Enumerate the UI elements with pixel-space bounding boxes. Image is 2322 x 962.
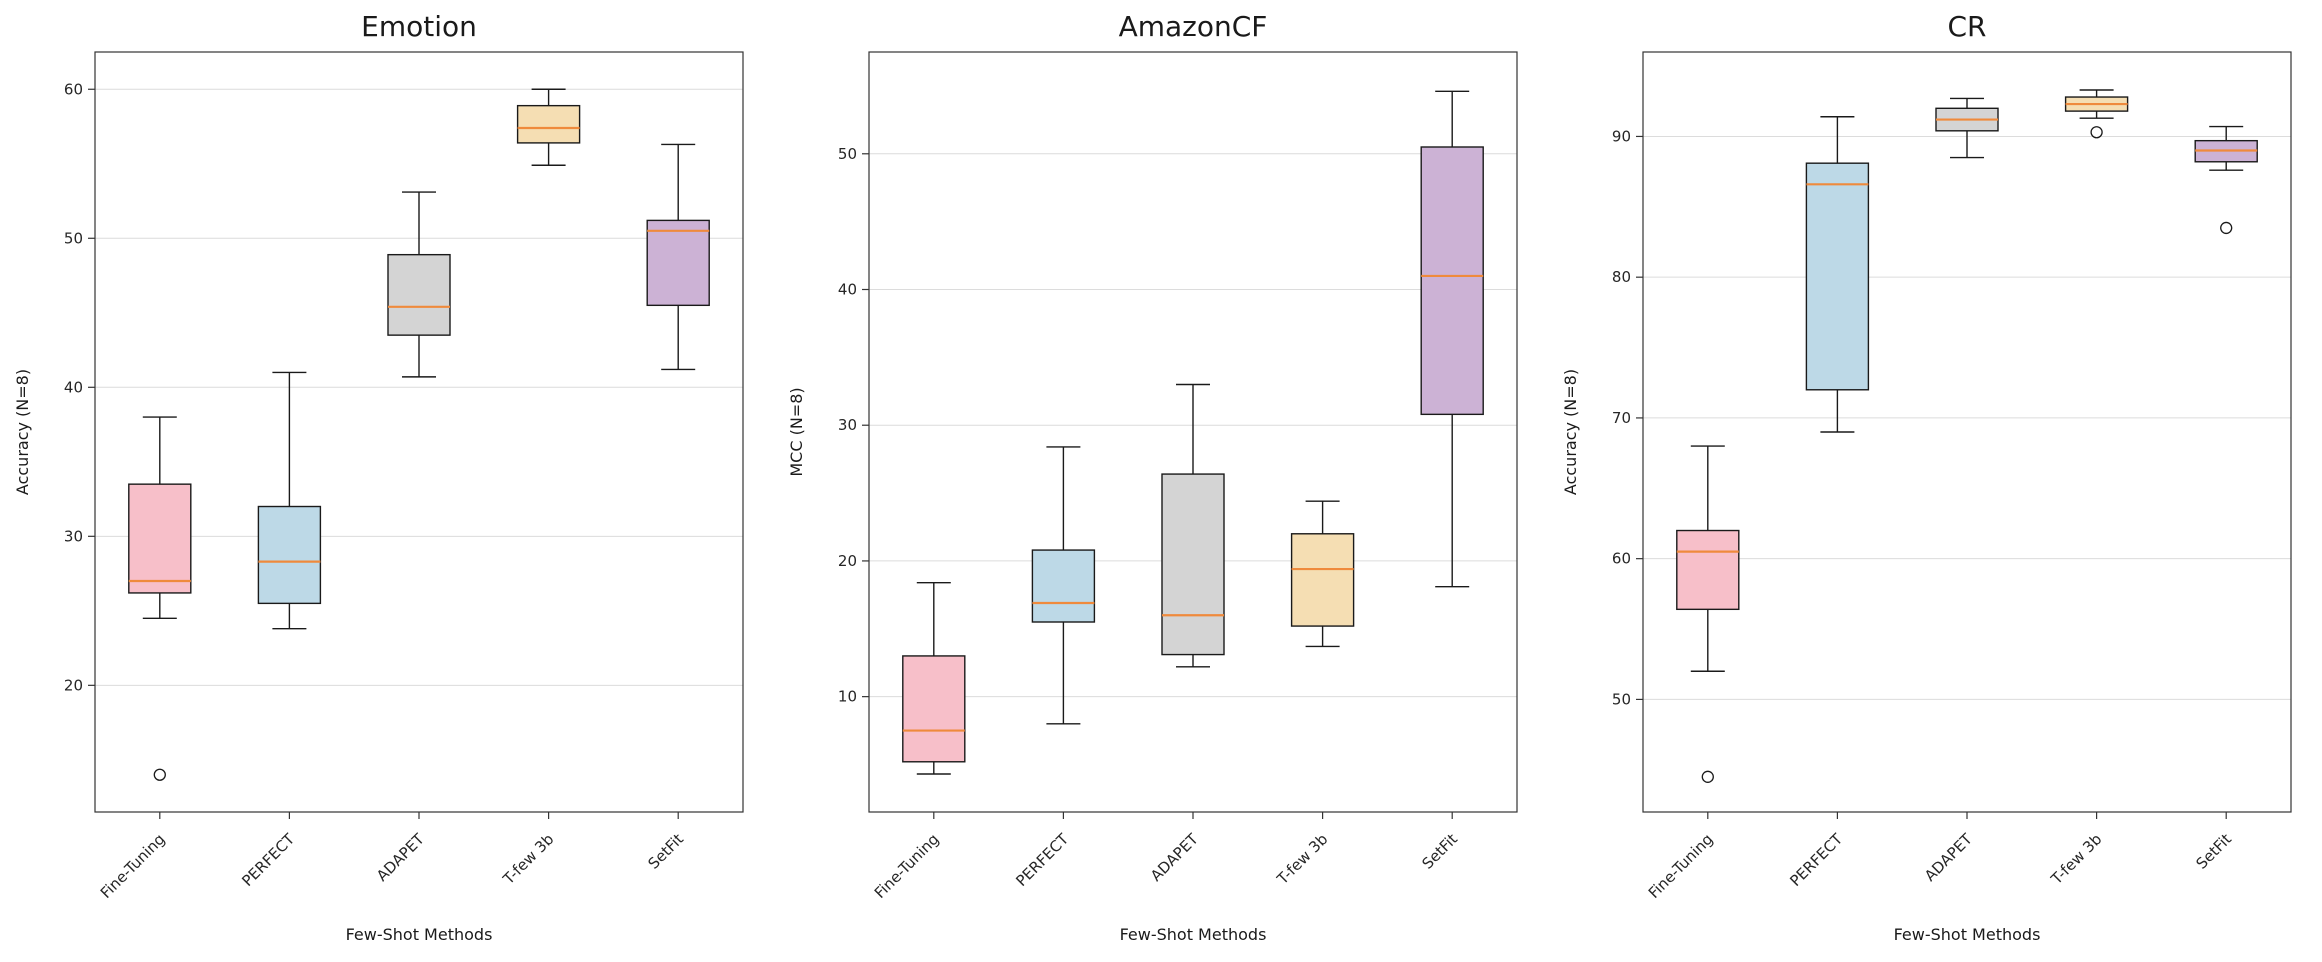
- y-tick-label: 20: [838, 552, 857, 570]
- plot-area-emotion: 20 30 40 50 60 Fine-Tuning PERFECT ADAPET T-few …: [64, 51, 744, 902]
- iqr-box: [1031, 549, 1096, 623]
- y-axis-label: MCC (N=8): [787, 387, 806, 476]
- plot-area-amazoncf: 10 20 30 40 50 Fine-Tuning PERFECT ADAPET T-few …: [838, 51, 1518, 902]
- y-tick-label: 40: [64, 378, 83, 396]
- y-tick-label: 30: [64, 527, 83, 545]
- iqr-box: [387, 253, 451, 336]
- axes-spine: [94, 51, 744, 813]
- outlier-point: [153, 768, 166, 781]
- x-tick-label: ADAPET: [373, 830, 428, 885]
- box-t-few-3b: [1290, 500, 1355, 648]
- chart-title: Emotion: [361, 10, 477, 43]
- iqr-box: [1676, 529, 1740, 611]
- iqr-box: [1420, 146, 1484, 416]
- iqr-box: [1161, 473, 1225, 656]
- x-tick-label: Fine-Tuning: [1645, 830, 1717, 902]
- box-t-few-3b: [2064, 89, 2129, 139]
- y-tick-label: 30: [838, 416, 857, 434]
- box-adapet: [1161, 383, 1225, 668]
- box-fine-tuning: [1676, 445, 1740, 783]
- x-tick-label: PERFECT: [238, 830, 298, 890]
- y-tick-label: 60: [64, 80, 83, 98]
- box-setfit: [646, 143, 710, 371]
- y-tick-label: 50: [64, 229, 83, 247]
- box-perfect: [1805, 116, 1870, 433]
- box-perfect: [257, 371, 322, 630]
- x-axis-label: Few-Shot Methods: [346, 925, 493, 944]
- panel-amazoncf: AmazonCF MCC (N=8) Few-Shot Methods 10 20…: [787, 10, 1518, 944]
- x-tick-label: PERFECT: [1786, 830, 1846, 890]
- x-tick-label: PERFECT: [1012, 830, 1072, 890]
- chart-title: CR: [1947, 10, 1986, 43]
- x-tick-label: Fine-Tuning: [871, 830, 943, 902]
- plot-area-cr: 50 60 70 80 90 Fine-Tuning PERFECT ADAPET T-few …: [1612, 51, 2292, 902]
- box-perfect: [1031, 446, 1096, 725]
- x-tick-label: ADAPET: [1147, 830, 1202, 885]
- panel-cr: CR Accuracy (N=8) Few-Shot Methods 50 60 7…: [1561, 10, 2292, 944]
- y-tick-label: 40: [838, 281, 857, 299]
- chart-title: AmazonCF: [1119, 10, 1268, 43]
- box-setfit: [1420, 90, 1484, 588]
- y-tick-label: 80: [1612, 268, 1631, 286]
- box-fine-tuning: [902, 581, 966, 775]
- iqr-box: [257, 505, 322, 605]
- x-tick-label: Fine-Tuning: [97, 830, 169, 902]
- iqr-box: [516, 104, 581, 144]
- y-tick-label: 50: [1612, 690, 1631, 708]
- x-tick-label: SetFit: [644, 830, 687, 873]
- x-tick-label: T-few 3b: [2047, 830, 2106, 889]
- x-tick-label: T-few 3b: [1273, 830, 1332, 889]
- x-tick-label: SetFit: [1418, 830, 1461, 873]
- box-adapet: [387, 191, 451, 378]
- y-axis-label: Accuracy (N=8): [13, 369, 32, 495]
- outlier-point: [1701, 770, 1714, 783]
- y-tick-label: 90: [1612, 127, 1631, 145]
- iqr-box: [128, 483, 192, 594]
- y-axis-label: Accuracy (N=8): [1561, 369, 1580, 495]
- outlier-point: [2090, 126, 2103, 139]
- x-axis-label: Few-Shot Methods: [1120, 925, 1267, 944]
- iqr-box: [902, 655, 966, 763]
- panel-emotion: Emotion Accuracy (N=8) Few-Shot Methods …: [13, 10, 744, 944]
- x-tick-label: ADAPET: [1921, 830, 1976, 885]
- y-tick-label: 20: [64, 676, 83, 694]
- box-adapet: [1935, 97, 1999, 159]
- outlier-point: [2220, 221, 2233, 235]
- x-tick-label: T-few 3b: [499, 830, 558, 889]
- x-tick-label: SetFit: [2192, 830, 2235, 873]
- axes-spine: [1642, 51, 2292, 813]
- y-tick-label: 50: [838, 145, 857, 163]
- y-tick-label: 60: [1612, 550, 1631, 568]
- box-fine-tuning: [128, 416, 192, 781]
- x-axis-label: Few-Shot Methods: [1894, 925, 2041, 944]
- iqr-box: [1805, 162, 1870, 391]
- axes-spine: [868, 51, 1518, 813]
- y-tick-label: 10: [838, 688, 857, 706]
- iqr-box: [646, 219, 710, 307]
- y-tick-label: 70: [1612, 409, 1631, 427]
- box-t-few-3b: [516, 88, 581, 166]
- iqr-box: [1290, 533, 1355, 627]
- box-setfit: [2194, 125, 2258, 235]
